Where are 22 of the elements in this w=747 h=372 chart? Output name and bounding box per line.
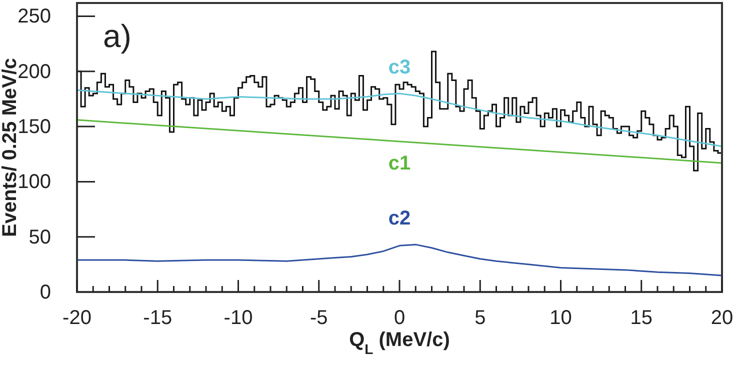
series-label: c1 (388, 152, 411, 174)
series-label: c2 (388, 208, 411, 230)
y-tick-label: 200 (18, 60, 51, 83)
line-series (76, 244, 723, 276)
x-tick-label: 5 (474, 307, 486, 330)
x-tick-label: 10 (550, 307, 572, 330)
y-tick-label: 250 (18, 6, 51, 28)
series-label: c3 (388, 56, 411, 78)
x-tick-label: -20 (62, 307, 92, 330)
y-tick-label: 0 (40, 281, 51, 304)
x-tick-label: -10 (224, 307, 253, 330)
x-tick-label: 15 (630, 307, 652, 330)
x-tick-label: -5 (310, 307, 328, 330)
x-tick-label: 20 (710, 307, 734, 330)
line-series (76, 89, 723, 148)
x-tick-label: -15 (143, 307, 172, 330)
y-tick-label: 150 (18, 116, 51, 138)
annotation: a) (103, 18, 132, 54)
x-tick-label: 0 (394, 307, 406, 330)
x-axis-title: Q$_{L}$ (MeV/c) (349, 329, 450, 357)
y-tick-label: 100 (18, 171, 51, 194)
y-tick-label: 50 (28, 226, 51, 248)
